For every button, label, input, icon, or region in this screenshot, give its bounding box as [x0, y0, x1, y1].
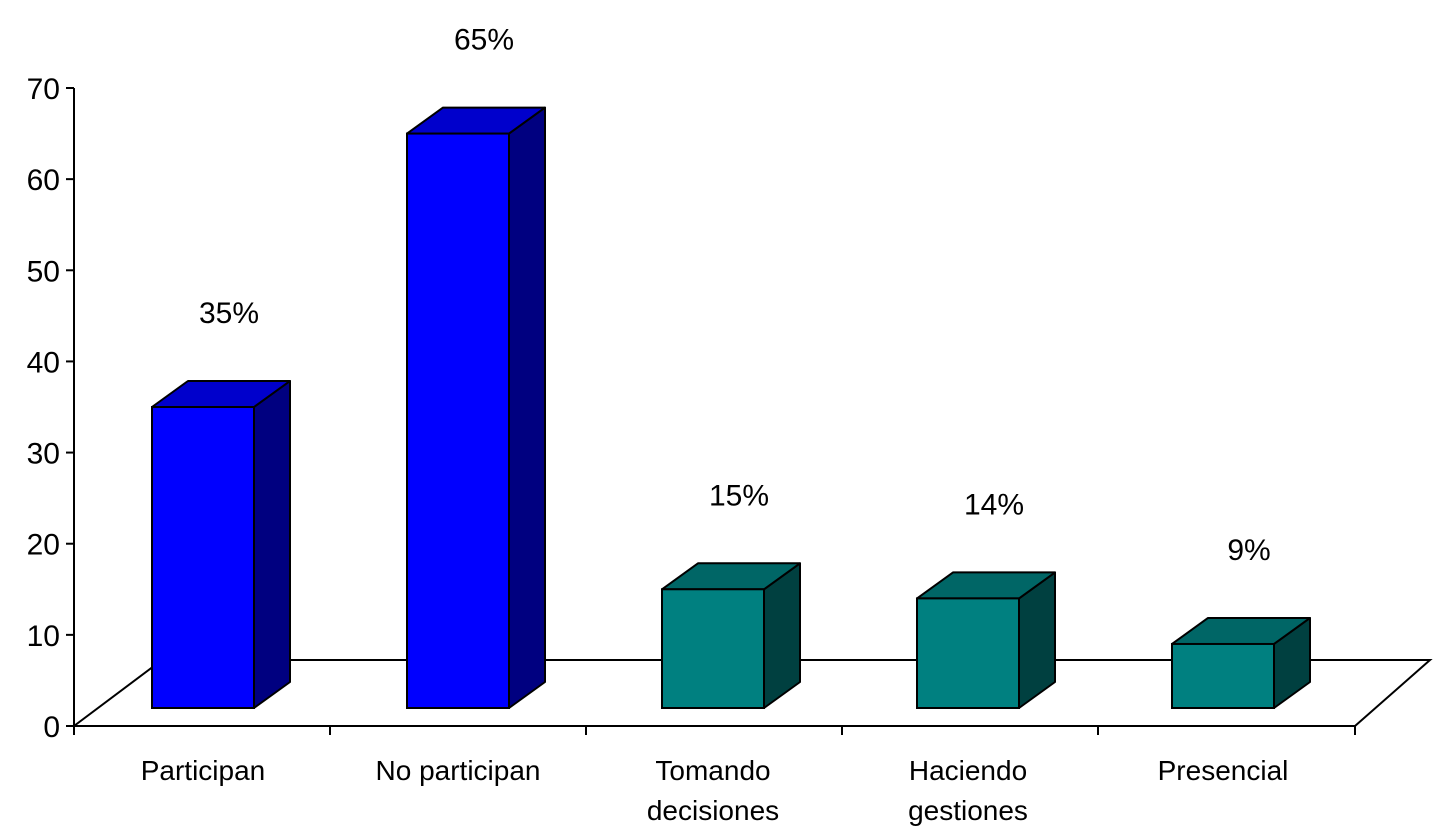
category-label-line: gestiones	[908, 795, 1028, 826]
category-label-line: Haciendo	[909, 755, 1027, 786]
bar-side	[508, 106, 546, 709]
y-tick-label: 40	[27, 346, 60, 379]
y-tick-label: 50	[27, 255, 60, 288]
bar	[1171, 616, 1311, 710]
bar	[661, 562, 801, 709]
y-tick-label: 60	[27, 164, 60, 197]
y-tick-label: 30	[27, 438, 60, 471]
bar	[916, 571, 1056, 710]
category-label-line: Participan	[141, 755, 266, 786]
y-tick-label: 20	[27, 529, 60, 562]
bar	[406, 106, 546, 710]
bar-front	[151, 406, 255, 709]
category-label: Tomando decisiones	[647, 755, 779, 826]
y-tick-label: 10	[27, 620, 60, 653]
bars	[151, 106, 1311, 710]
category-label: No participan	[376, 755, 541, 786]
y-tick-label: 0	[43, 711, 60, 744]
category-label: Participan	[141, 755, 266, 786]
data-label: 14%	[964, 488, 1024, 521]
data-label: 65%	[454, 24, 514, 57]
bar-front	[406, 132, 510, 710]
bar	[151, 380, 291, 709]
data-label: 9%	[1227, 534, 1270, 567]
category-label-line: decisiones	[647, 795, 779, 826]
bar-front	[916, 597, 1020, 710]
bar-front	[661, 588, 765, 709]
bar-front	[1171, 642, 1275, 710]
data-label: 15%	[709, 479, 769, 512]
y-tick-label: 70	[27, 73, 60, 106]
category-label: Presencial	[1158, 755, 1289, 786]
category-label-line: Tomando	[655, 755, 770, 786]
value-axis: 0 10 20 30 40 50 60 70	[27, 73, 1356, 744]
category-label: Haciendo gestiones	[908, 755, 1028, 826]
category-label-line: Presencial	[1158, 755, 1289, 786]
data-label: 35%	[199, 297, 259, 330]
labels: 35% 65% 15% 14% 9% Participan No participan Tom…	[141, 24, 1289, 826]
category-label-line: No participan	[376, 755, 541, 786]
bar-side	[253, 380, 291, 709]
